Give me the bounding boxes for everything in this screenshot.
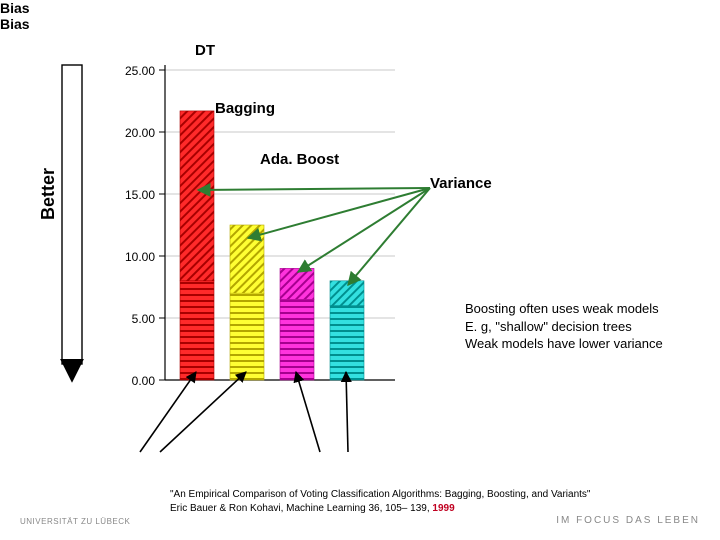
chart-svg [0, 0, 720, 540]
